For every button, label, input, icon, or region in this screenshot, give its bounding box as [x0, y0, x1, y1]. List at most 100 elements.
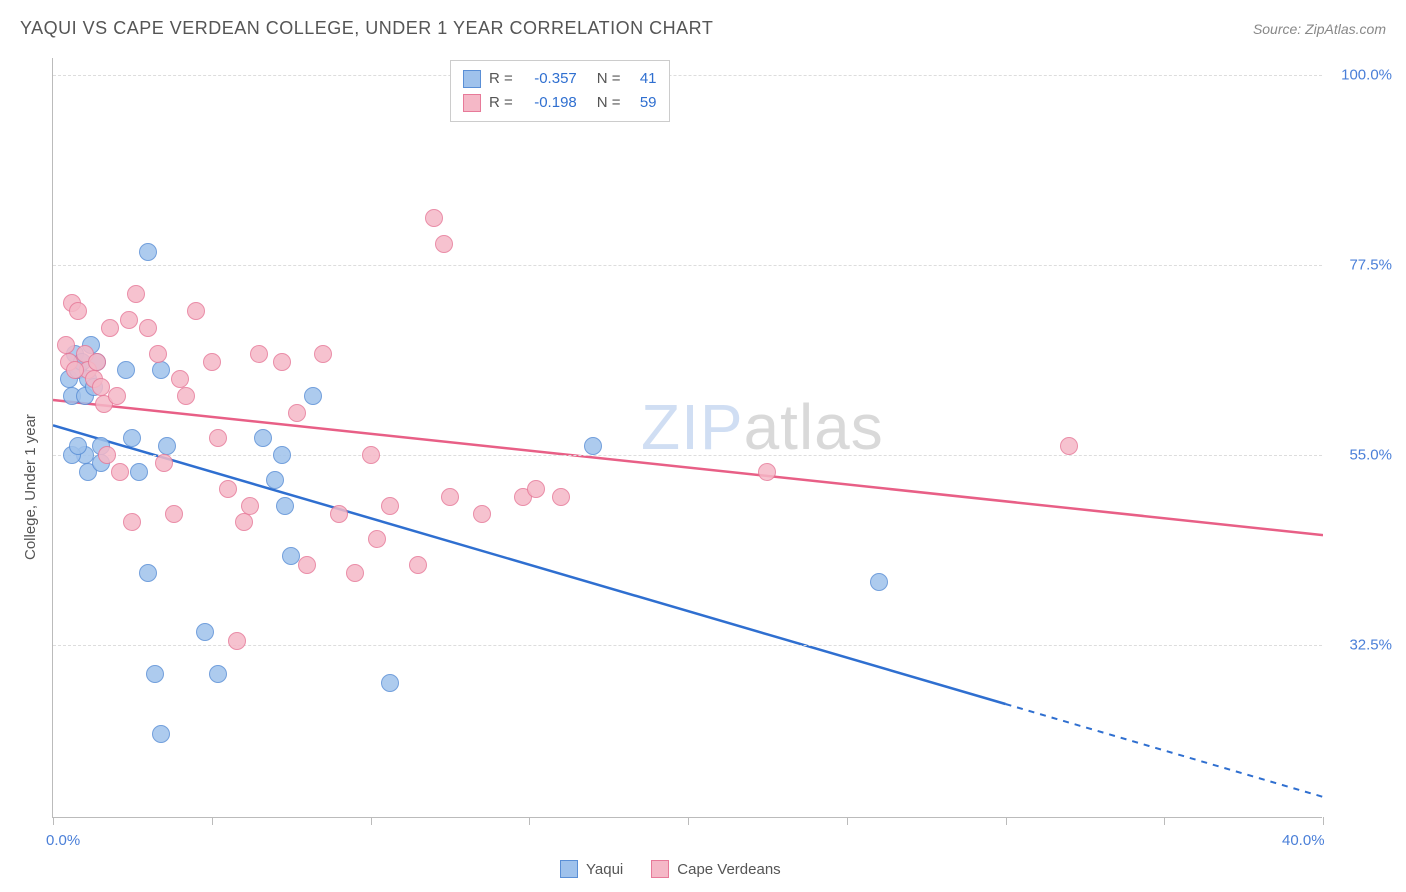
y-tick-label: 100.0%: [1332, 66, 1392, 83]
data-point: [870, 573, 888, 591]
y-axis-title: College, Under 1 year: [22, 414, 39, 560]
data-point: [298, 556, 316, 574]
data-point: [117, 361, 135, 379]
watermark: ZIPatlas: [641, 390, 884, 464]
legend-row: R = -0.357 N = 41: [463, 67, 657, 91]
data-point: [66, 361, 84, 379]
data-point: [219, 480, 237, 498]
data-point: [209, 429, 227, 447]
gridline: [53, 265, 1322, 266]
legend-swatch: [651, 860, 669, 878]
y-tick-label: 55.0%: [1332, 446, 1392, 463]
data-point: [228, 632, 246, 650]
data-point: [381, 497, 399, 515]
data-point: [250, 345, 268, 363]
legend-r-label: R =: [489, 91, 513, 115]
data-point: [88, 353, 106, 371]
data-point: [381, 674, 399, 692]
data-point: [111, 463, 129, 481]
data-point: [177, 387, 195, 405]
y-tick-label: 77.5%: [1332, 256, 1392, 273]
data-point: [304, 387, 322, 405]
legend-r-label: R =: [489, 67, 513, 91]
x-tick: [847, 817, 848, 825]
y-tick-label: 32.5%: [1332, 636, 1392, 653]
gridline: [53, 75, 1322, 76]
data-point: [527, 480, 545, 498]
data-point: [758, 463, 776, 481]
data-point: [441, 488, 459, 506]
legend-swatch: [560, 860, 578, 878]
data-point: [276, 497, 294, 515]
data-point: [187, 302, 205, 320]
data-point: [149, 345, 167, 363]
data-point: [69, 437, 87, 455]
trend-lines: [53, 58, 1323, 818]
data-point: [165, 505, 183, 523]
data-point: [69, 302, 87, 320]
data-point: [196, 623, 214, 641]
legend-swatch: [463, 70, 481, 88]
data-point: [57, 336, 75, 354]
x-tick: [529, 817, 530, 825]
data-point: [203, 353, 221, 371]
plot-area: ZIPatlas 32.5%55.0%77.5%100.0%: [52, 58, 1322, 818]
legend-r-value: -0.357: [521, 67, 577, 91]
data-point: [139, 319, 157, 337]
data-point: [435, 235, 453, 253]
data-point: [584, 437, 602, 455]
data-point: [552, 488, 570, 506]
chart-title: YAQUI VS CAPE VERDEAN COLLEGE, UNDER 1 Y…: [20, 18, 713, 39]
data-point: [409, 556, 427, 574]
data-point: [266, 471, 284, 489]
data-point: [241, 497, 259, 515]
data-point: [127, 285, 145, 303]
data-point: [473, 505, 491, 523]
data-point: [146, 665, 164, 683]
data-point: [362, 446, 380, 464]
chart-header: YAQUI VS CAPE VERDEAN COLLEGE, UNDER 1 Y…: [20, 18, 1386, 39]
legend-series-name: Cape Verdeans: [677, 861, 780, 878]
data-point: [209, 665, 227, 683]
data-point: [368, 530, 386, 548]
legend-item: Yaqui: [560, 860, 623, 878]
data-point: [235, 513, 253, 531]
x-tick: [688, 817, 689, 825]
legend-n-label: N =: [597, 67, 621, 91]
data-point: [101, 319, 119, 337]
legend-series: Yaqui Cape Verdeans: [560, 860, 781, 878]
data-point: [130, 463, 148, 481]
watermark-atlas: atlas: [744, 391, 884, 463]
data-point: [123, 429, 141, 447]
data-point: [120, 311, 138, 329]
legend-n-label: N =: [597, 91, 621, 115]
data-point: [314, 345, 332, 363]
x-tick: [1323, 817, 1324, 825]
data-point: [123, 513, 141, 531]
data-point: [98, 446, 116, 464]
legend-n-value: 59: [629, 91, 657, 115]
legend-row: R = -0.198 N = 59: [463, 91, 657, 115]
data-point: [152, 725, 170, 743]
data-point: [288, 404, 306, 422]
legend-n-value: 41: [629, 67, 657, 91]
legend-r-value: -0.198: [521, 91, 577, 115]
legend-correlation: R = -0.357 N = 41 R = -0.198 N = 59: [450, 60, 670, 122]
data-point: [273, 353, 291, 371]
gridline: [53, 455, 1322, 456]
x-tick: [1006, 817, 1007, 825]
x-tick: [212, 817, 213, 825]
x-tick-label: 40.0%: [1282, 832, 1325, 849]
data-point: [139, 564, 157, 582]
source-label: Source: ZipAtlas.com: [1253, 21, 1386, 37]
data-point: [108, 387, 126, 405]
data-point: [330, 505, 348, 523]
x-tick: [371, 817, 372, 825]
data-point: [158, 437, 176, 455]
data-point: [139, 243, 157, 261]
data-point: [1060, 437, 1078, 455]
data-point: [152, 361, 170, 379]
data-point: [346, 564, 364, 582]
x-tick: [53, 817, 54, 825]
data-point: [155, 454, 173, 472]
